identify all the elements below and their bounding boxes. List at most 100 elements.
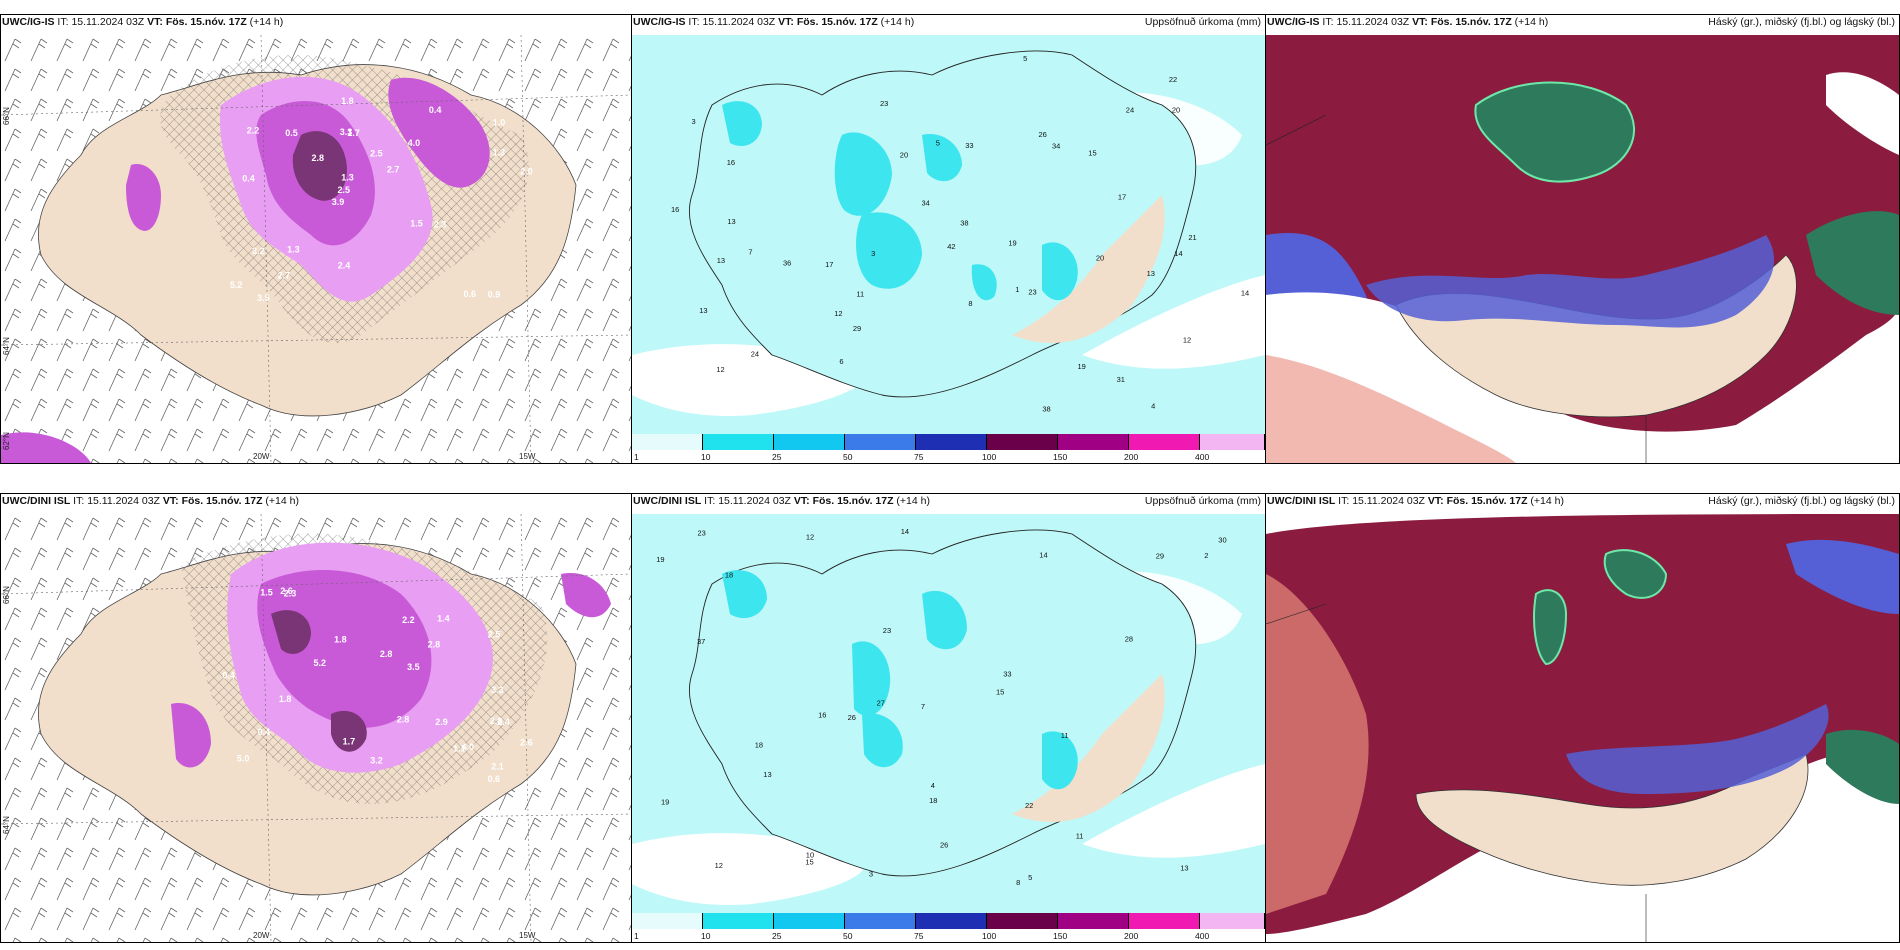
value-label: 1.0 xyxy=(493,118,506,128)
value-label: 0.4 xyxy=(222,670,235,680)
value-label: 3.5 xyxy=(407,662,420,672)
value-label: 12 xyxy=(1183,336,1191,345)
value-label: 13 xyxy=(727,217,735,226)
value-label: 3.5 xyxy=(257,293,270,303)
value-label: 8 xyxy=(1016,878,1020,887)
value-label: 6 xyxy=(839,357,843,366)
value-label: 1 xyxy=(1015,285,1019,294)
colorbar-swatch xyxy=(632,434,703,450)
value-label: 3 xyxy=(871,249,875,258)
value-label: 5.2 xyxy=(314,658,327,668)
value-label: 22 xyxy=(1169,75,1177,84)
value-label: 4.0 xyxy=(462,742,475,752)
colorbar-swatch xyxy=(987,434,1058,450)
value-label: 3.3 xyxy=(491,685,504,695)
accum-precip-map: 3 8 10 11 12 18 16 13 14 23 29 26 27 18 14 15 37 15 26 19 22… xyxy=(632,514,1265,918)
value-label: 20 xyxy=(900,151,908,160)
value-label: 18 xyxy=(755,741,763,750)
value-label: 0.4 xyxy=(258,727,271,737)
value-label: 23 xyxy=(883,626,891,635)
value-label: 3.2 xyxy=(370,756,383,766)
value-label: 4 xyxy=(931,781,935,790)
value-label: 19 xyxy=(1008,238,1016,247)
panel-variable-title: Háský (gr.), miðský (fj.bl.) og lágský (… xyxy=(1708,16,1895,28)
precip-value-labels: 3810111218161314232926271814153715261922… xyxy=(656,527,1226,887)
value-label: 16 xyxy=(727,158,735,167)
colorbar-swatch xyxy=(845,434,916,450)
value-label: 0.6 xyxy=(464,289,477,299)
value-label: 20 xyxy=(1172,105,1180,114)
value-label: 1.7 xyxy=(347,128,360,138)
panel-clouds-ig: UWC/IG-IS IT: 15.11.2024 03Z VT: Fös. 15… xyxy=(1265,14,1900,464)
value-label: 18 xyxy=(725,571,733,580)
value-label: 42 xyxy=(947,242,955,251)
value-label: 1.8 xyxy=(279,694,292,704)
panel-wind-precip-dini: UWC/DINI ISL IT: 15.11.2024 03Z VT: Fös.… xyxy=(0,493,632,943)
value-label: 2.4 xyxy=(338,261,351,271)
panel-title: UWC/IG-IS IT: 15.11.2024 03Z VT: Fös. 15… xyxy=(1267,16,1549,28)
value-label: 23 xyxy=(1028,288,1036,297)
value-label: 34 xyxy=(922,198,930,207)
value-label: 2.1 xyxy=(491,762,504,772)
value-label: 2.0 xyxy=(520,167,533,177)
value-label: 2.6 xyxy=(280,586,293,596)
precip-value-labels: 0.9 0.4 1.0 3.9 4.0 3.5 3.3 2.5 3.2 2.8 5.2 2.7 1.7 2… xyxy=(230,96,533,303)
value-label: 5.0 xyxy=(237,753,250,763)
colorbar-tick: 400 xyxy=(1195,931,1210,941)
value-label: 4.0 xyxy=(408,138,421,148)
value-label: 2.5 xyxy=(370,149,383,159)
colorbar-tick: 50 xyxy=(843,452,853,462)
value-label: 36 xyxy=(783,259,791,268)
value-label: 1.1 xyxy=(453,744,466,754)
value-label: 5 xyxy=(1023,54,1027,63)
colorbar-tick: 100 xyxy=(982,452,997,462)
colorbar-tick: 10 xyxy=(701,452,711,462)
value-label: 21 xyxy=(1188,233,1196,242)
value-label: 3.2 xyxy=(252,246,265,256)
value-label: 2.8 xyxy=(490,716,503,726)
value-label: 1.3 xyxy=(287,245,300,255)
value-label: 1.8 xyxy=(334,634,347,644)
value-label: 16 xyxy=(671,205,679,214)
value-label: 0.4 xyxy=(429,105,442,115)
value-label: 23 xyxy=(880,99,888,108)
colorbar-tick: 1 xyxy=(634,452,639,462)
colorbar-swatch xyxy=(1200,913,1265,929)
value-label: 12 xyxy=(715,861,723,870)
colorbar-swatch xyxy=(1058,913,1129,929)
value-label: 31 xyxy=(1117,375,1125,384)
value-label: 13 xyxy=(699,306,707,315)
value-label: 2.7 xyxy=(387,164,400,174)
value-label: 2.5 xyxy=(338,185,351,195)
lat-label: 64°N xyxy=(2,337,11,355)
value-label: 8 xyxy=(968,299,972,308)
lat-label: 62°N xyxy=(2,432,11,450)
value-label: 12 xyxy=(806,532,814,541)
wind-precip-map: 66°N 64°N 62°N 20W 15W 0.9 0.4 1.0 3.9 4.0 3.… xyxy=(1,35,631,463)
value-label: 15 xyxy=(805,857,813,866)
value-label: 26 xyxy=(1039,130,1047,139)
value-label: 29 xyxy=(853,324,861,333)
value-label: 2.3 xyxy=(434,220,447,230)
colorbar-swatch xyxy=(632,913,703,929)
colorbar-swatch xyxy=(845,913,916,929)
value-label: 3 xyxy=(869,869,873,878)
value-label: 17 xyxy=(825,260,833,269)
panel-title: UWC/DINI ISL IT: 15.11.2024 03Z VT: Fös.… xyxy=(1267,495,1564,507)
precip-colorbar: 1 10 25 50 75 100 150 200 400 xyxy=(632,434,1265,462)
value-label: 7 xyxy=(921,702,925,711)
colorbar-tick: 25 xyxy=(772,931,782,941)
value-label: 2.8 xyxy=(380,649,393,659)
value-label: 14 xyxy=(1039,551,1047,560)
value-label: 15 xyxy=(996,687,1004,696)
value-label: 20 xyxy=(1096,254,1104,263)
colorbar-tick: 50 xyxy=(843,931,853,941)
value-label: 2.7 xyxy=(278,271,291,281)
panel-wind-precip-ig: UWC/IG-IS IT: 15.11.2024 03Z VT: Fös. 15… xyxy=(0,14,632,464)
value-label: 37 xyxy=(697,637,705,646)
colorbar-swatch xyxy=(703,434,774,450)
value-label: 19 xyxy=(656,555,664,564)
lon-label: 15W xyxy=(519,931,536,940)
value-label: 0.5 xyxy=(285,128,298,138)
